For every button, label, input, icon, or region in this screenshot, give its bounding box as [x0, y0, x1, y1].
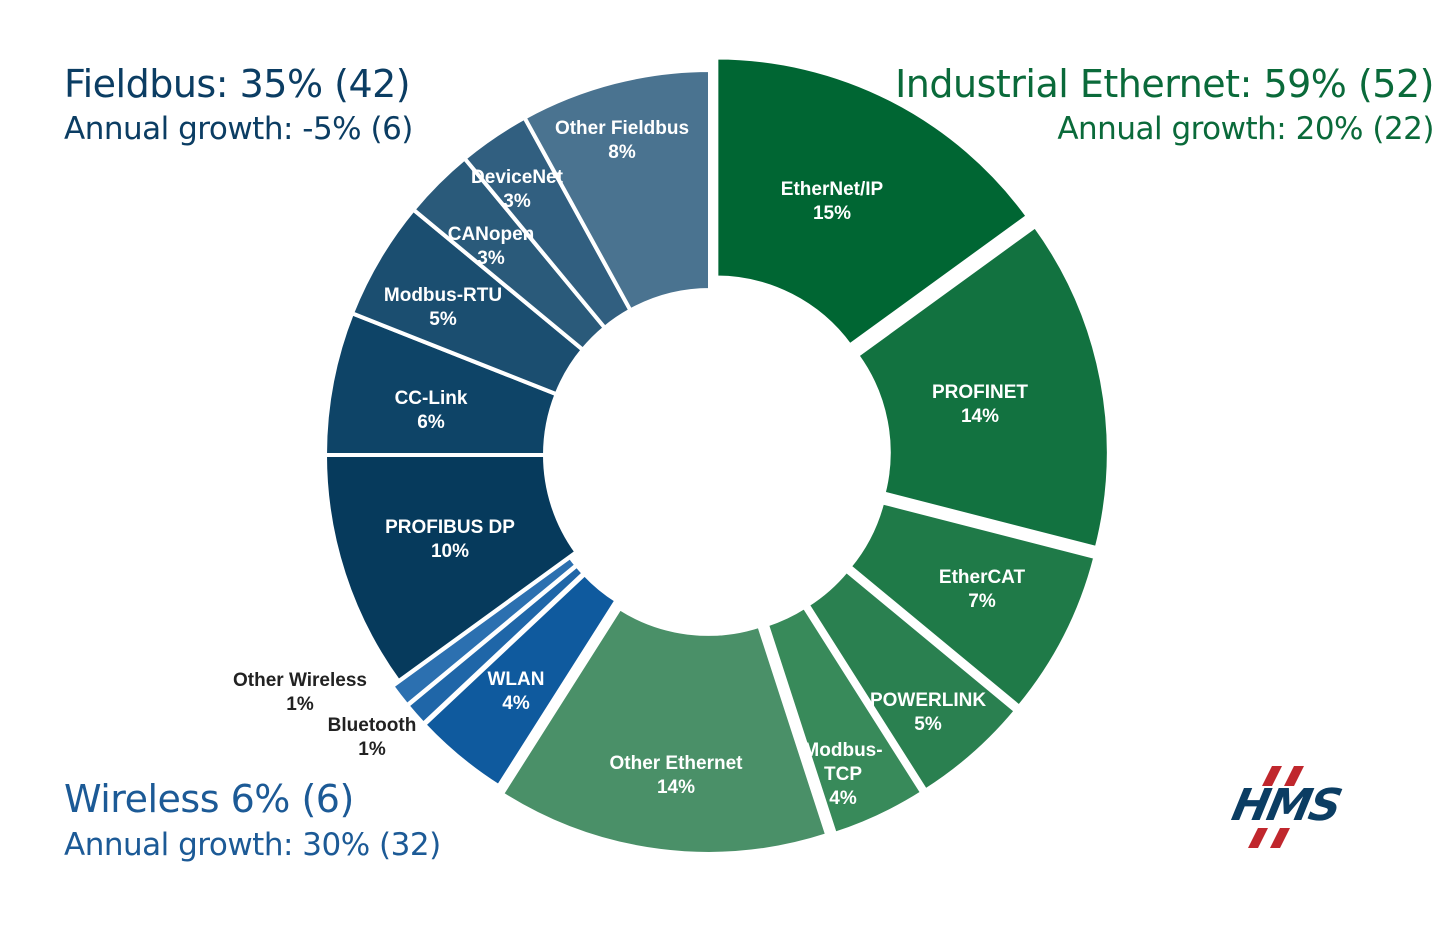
slice-label: POWERLINK 5%	[870, 690, 986, 735]
slice-label: CANopen 3%	[448, 224, 535, 269]
fieldbus-title: Fieldbus: 35% (42)	[64, 62, 411, 106]
slice-label: DeviceNet 3%	[471, 167, 564, 212]
ethernet-title: Industrial Ethernet: 59% (52)	[895, 62, 1434, 106]
slice-label: Other Ethernet 14%	[609, 753, 743, 798]
svg-text:HMS: HMS	[1228, 780, 1345, 830]
slice-label: Other Fieldbus 8%	[555, 118, 689, 163]
slice-label: Other Wireless 1%	[233, 670, 367, 715]
slice-profinet	[854, 223, 1111, 551]
slice-label: CC-Link 6%	[395, 388, 468, 433]
slice-label: WLAN 4%	[488, 669, 545, 714]
slice-profibus-dp	[322, 453, 580, 685]
ethernet-growth: Annual growth: 20% (22)	[1057, 111, 1434, 147]
fieldbus-growth: Annual growth: -5% (6)	[64, 111, 413, 147]
slice-label: EtherNet/IP 15%	[781, 179, 884, 224]
slice-ethernet-ip	[714, 55, 1031, 349]
slice-modbus-tcp	[764, 604, 926, 837]
slice-other-fieldbus	[521, 67, 712, 314]
wireless-title: Wireless 6% (6)	[64, 777, 354, 821]
slice-label: Bluetooth 1%	[328, 715, 417, 760]
slice-label: Modbus-TCP 4%	[803, 740, 882, 809]
slice-label: Modbus-RTU 5%	[384, 285, 502, 330]
slice-ethercat	[846, 499, 1098, 710]
slice-label: PROFIBUS DP 10%	[385, 517, 515, 562]
hms-logo: HMS	[1228, 766, 1345, 848]
slice-powerlink	[804, 567, 1019, 794]
slice-label: PROFINET 14%	[932, 382, 1028, 427]
slice-label: EtherCAT 7%	[939, 567, 1026, 612]
slice-other-ethernet	[499, 605, 830, 856]
wireless-growth: Annual growth: 30% (32)	[64, 827, 441, 863]
